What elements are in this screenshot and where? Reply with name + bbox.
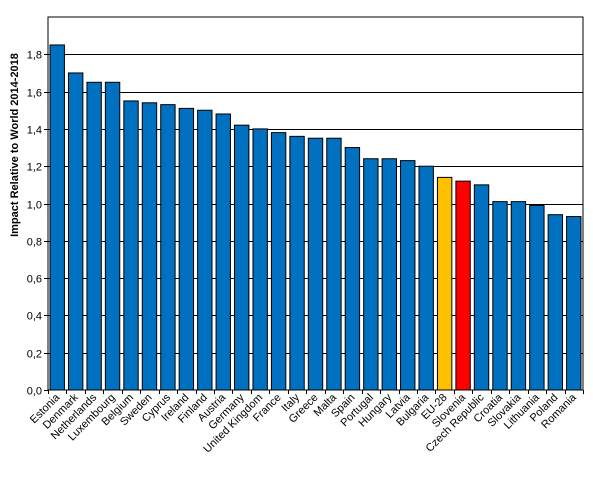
y-tick-label: 0,4 (27, 311, 42, 323)
bar-croatia (492, 201, 508, 391)
bar-bulgaria (418, 165, 434, 391)
bar-portugal (363, 158, 379, 391)
bar-sweden (141, 102, 158, 391)
bar-united-kingdom (252, 128, 268, 391)
y-tick-label: 1,8 (27, 50, 42, 62)
bar-malta (326, 137, 342, 391)
bar-eu-28 (436, 176, 453, 391)
bar-latvia (400, 160, 416, 391)
bar-czech-republic (473, 184, 490, 391)
y-tick-label: 1,4 (27, 125, 42, 137)
bar-poland (547, 214, 564, 391)
y-tick-label: 1,2 (27, 162, 42, 174)
bar-belgium (123, 100, 139, 391)
bar-italy (289, 135, 305, 391)
bar-cyprus (160, 104, 176, 391)
y-axis-title: Impact Relative to World 2014-2018 (9, 53, 21, 237)
bar-ireland (178, 107, 195, 391)
bar-lithuania (529, 204, 545, 391)
bar-hungary (381, 158, 397, 391)
y-tick-label: 0,6 (27, 274, 42, 286)
bars (49, 44, 582, 391)
y-tick-label: 0,8 (27, 237, 42, 249)
bar-spain (344, 147, 361, 391)
y-tick-label: 1,0 (27, 200, 42, 212)
bar-romania (566, 216, 582, 391)
y-tick-label: 0,2 (27, 349, 42, 361)
bar-denmark (67, 72, 84, 391)
bar-estonia (49, 44, 65, 391)
bar-luxembourg (104, 81, 121, 391)
y-tick-label: 0,0 (27, 386, 42, 398)
axes (44, 54, 584, 394)
bar-france (270, 132, 287, 391)
bar-germany (234, 124, 250, 391)
bar-slovakia (510, 201, 527, 391)
bar-greece (307, 137, 324, 391)
y-tick-label: 1,6 (27, 88, 42, 100)
bar-slovenia (455, 180, 471, 391)
bar-austria (215, 113, 231, 391)
bar-finland (197, 109, 213, 391)
x-tick-labels: EstoniaDenmarkNetherlandsLuxembourgBelgi… (28, 391, 580, 455)
bar-netherlands (86, 81, 102, 391)
y-tick-labels: 0,0 0,2 0,4 0,6 0,8 1,0 1,2 1,4 1,6 1,8 (27, 50, 42, 398)
